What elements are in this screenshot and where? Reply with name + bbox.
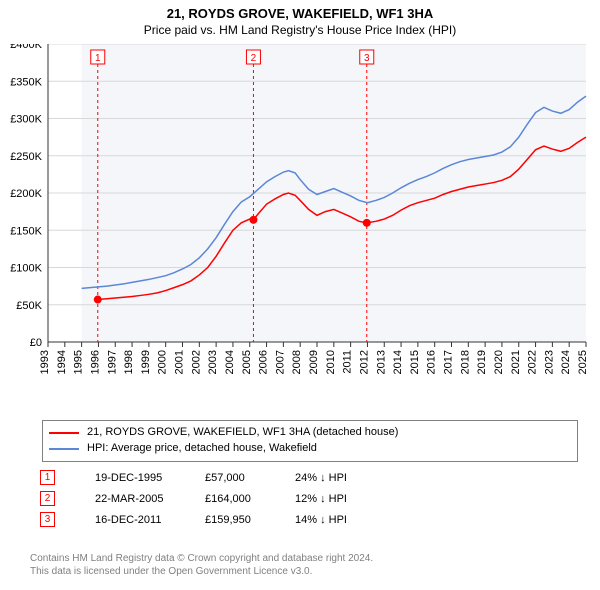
marker-row: 2 22-MAR-2005£164,00012% ↓ HPI <box>30 491 385 506</box>
marker-num-box: 1 <box>40 470 55 485</box>
svg-text:2016: 2016 <box>426 350 438 374</box>
svg-text:£0: £0 <box>30 337 42 349</box>
svg-text:1995: 1995 <box>73 350 85 374</box>
price-chart: £0 £50K £100K £150K £200K £250K £300K £350K £400… <box>0 44 600 400</box>
svg-text:2008: 2008 <box>291 350 303 374</box>
svg-text:2007: 2007 <box>274 350 286 374</box>
marker-date: 16-DEC-2011 <box>95 514 205 526</box>
svg-text:2022: 2022 <box>527 350 539 374</box>
svg-text:2011: 2011 <box>342 350 354 374</box>
svg-text:2020: 2020 <box>493 350 505 374</box>
svg-text:2009: 2009 <box>308 350 320 374</box>
legend-swatch-series-1 <box>49 448 79 450</box>
svg-text:£250K: £250K <box>10 151 42 163</box>
svg-text:2023: 2023 <box>543 350 555 374</box>
svg-text:3: 3 <box>364 53 370 64</box>
svg-text:£400K: £400K <box>10 44 42 51</box>
chart-subtitle: Price paid vs. HM Land Registry's House … <box>0 23 600 37</box>
legend-label-series-1: HPI: Average price, detached house, Wake… <box>87 441 317 457</box>
svg-text:2017: 2017 <box>443 350 455 374</box>
svg-text:1996: 1996 <box>89 350 101 374</box>
svg-text:£200K: £200K <box>10 188 42 200</box>
svg-text:2006: 2006 <box>258 350 270 374</box>
svg-text:2004: 2004 <box>224 350 236 374</box>
legend-label-series-0: 21, ROYDS GROVE, WAKEFIELD, WF1 3HA (det… <box>87 425 398 441</box>
svg-text:1998: 1998 <box>123 350 135 374</box>
legend: 21, ROYDS GROVE, WAKEFIELD, WF1 3HA (det… <box>42 420 578 462</box>
svg-text:1994: 1994 <box>56 350 68 374</box>
svg-text:2002: 2002 <box>190 350 202 374</box>
svg-text:£100K: £100K <box>10 263 42 275</box>
footer-line-2: This data is licensed under the Open Gov… <box>30 565 373 578</box>
svg-text:£350K: £350K <box>10 76 42 88</box>
svg-text:1: 1 <box>95 53 101 64</box>
legend-row: HPI: Average price, detached house, Wake… <box>49 441 571 457</box>
svg-text:2024: 2024 <box>560 350 572 374</box>
svg-text:2025: 2025 <box>577 350 589 374</box>
svg-text:2021: 2021 <box>510 350 522 374</box>
marker-delta: 12% ↓ HPI <box>295 493 385 505</box>
svg-text:2000: 2000 <box>157 350 169 374</box>
svg-text:2010: 2010 <box>325 350 337 374</box>
footer-line-1: Contains HM Land Registry data © Crown c… <box>30 552 373 565</box>
marker-price: £159,950 <box>205 514 295 526</box>
svg-text:2003: 2003 <box>207 350 219 374</box>
svg-text:1997: 1997 <box>106 350 118 374</box>
svg-text:2018: 2018 <box>459 350 471 374</box>
svg-text:2001: 2001 <box>174 350 186 374</box>
marker-delta: 14% ↓ HPI <box>295 514 385 526</box>
svg-text:2014: 2014 <box>392 350 404 374</box>
marker-date: 19-DEC-1995 <box>95 472 205 484</box>
svg-text:£50K: £50K <box>16 300 42 312</box>
legend-row: 21, ROYDS GROVE, WAKEFIELD, WF1 3HA (det… <box>49 425 571 441</box>
marker-price: £164,000 <box>205 493 295 505</box>
chart-area: £0 £50K £100K £150K £200K £250K £300K £350K £400… <box>0 44 600 400</box>
svg-text:£150K: £150K <box>10 225 42 237</box>
marker-price: £57,000 <box>205 472 295 484</box>
svg-text:2015: 2015 <box>409 350 421 374</box>
svg-text:2: 2 <box>251 53 257 64</box>
svg-text:2019: 2019 <box>476 350 488 374</box>
legend-swatch-series-0 <box>49 432 79 434</box>
marker-table: 1 19-DEC-1995£57,00024% ↓ HPI 2 22-MAR-2005… <box>30 464 385 533</box>
marker-date: 22-MAR-2005 <box>95 493 205 505</box>
svg-text:1999: 1999 <box>140 350 152 374</box>
marker-row: 1 19-DEC-1995£57,00024% ↓ HPI <box>30 470 385 485</box>
svg-text:£300K: £300K <box>10 114 42 126</box>
svg-text:2012: 2012 <box>358 350 370 374</box>
marker-delta: 24% ↓ HPI <box>295 472 385 484</box>
marker-num-box: 3 <box>40 512 55 527</box>
svg-text:2013: 2013 <box>375 350 387 374</box>
chart-title: 21, ROYDS GROVE, WAKEFIELD, WF1 3HA <box>0 6 600 21</box>
marker-num-box: 2 <box>40 491 55 506</box>
svg-text:2005: 2005 <box>241 350 253 374</box>
svg-text:1993: 1993 <box>39 350 51 374</box>
footer: Contains HM Land Registry data © Crown c… <box>30 552 373 578</box>
marker-row: 3 16-DEC-2011£159,95014% ↓ HPI <box>30 512 385 527</box>
